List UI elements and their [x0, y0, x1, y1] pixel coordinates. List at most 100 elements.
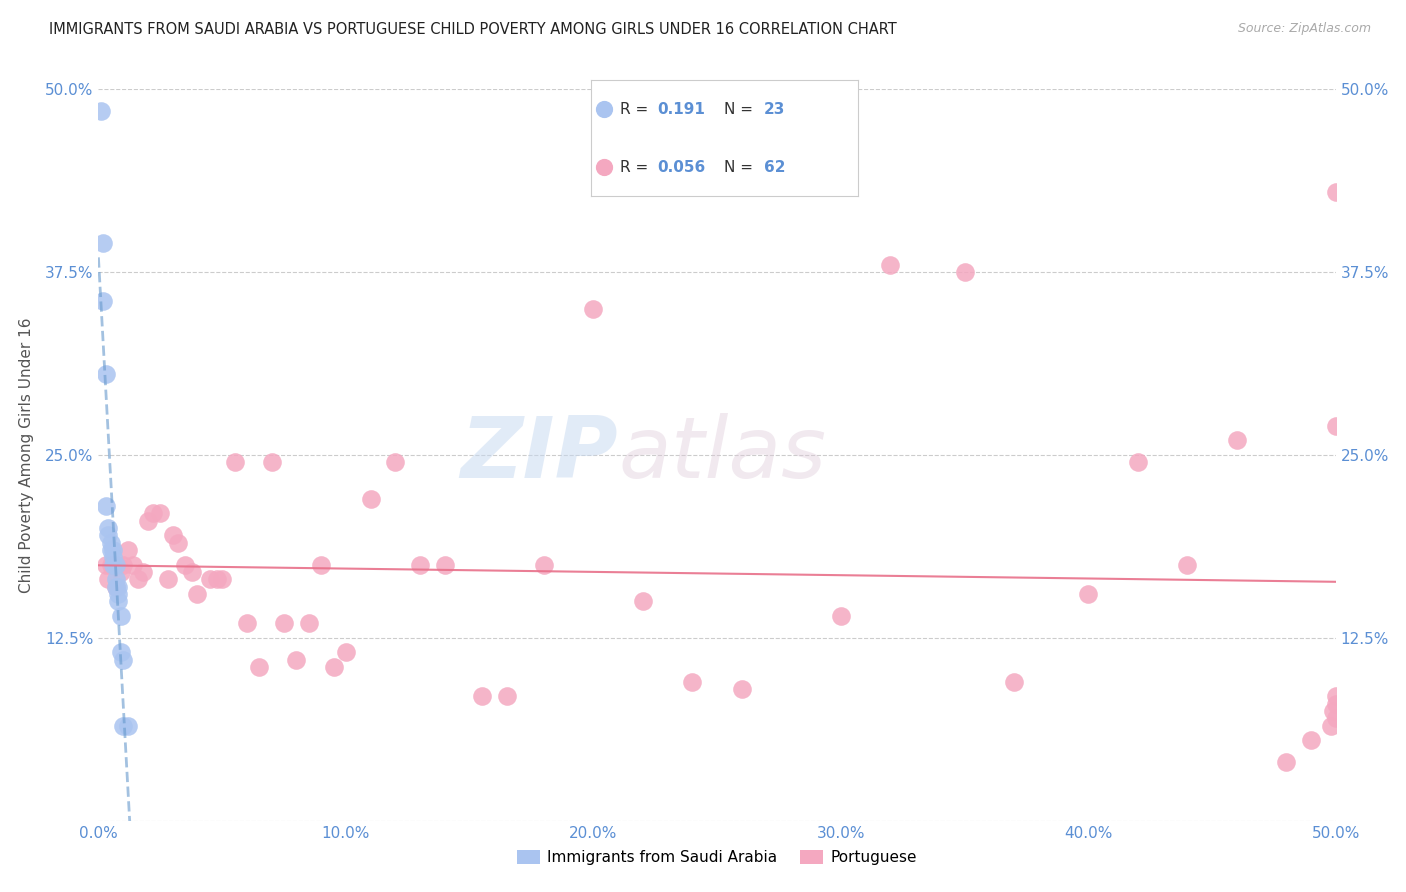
- Text: atlas: atlas: [619, 413, 827, 497]
- Point: [631, 594, 654, 608]
- Text: 23: 23: [765, 102, 786, 117]
- Point: [593, 161, 616, 175]
- Point: [298, 616, 321, 631]
- Point: [103, 543, 125, 558]
- Point: [309, 558, 332, 572]
- Point: [117, 718, 139, 732]
- Point: [879, 258, 901, 272]
- Point: [433, 558, 456, 572]
- Point: [224, 455, 246, 469]
- Point: [471, 690, 494, 704]
- Text: ZIP: ZIP: [460, 413, 619, 497]
- Point: [335, 645, 357, 659]
- Text: 62: 62: [765, 160, 786, 175]
- Point: [1324, 185, 1347, 199]
- Point: [94, 368, 117, 382]
- Point: [830, 608, 852, 623]
- Point: [1126, 455, 1149, 469]
- Legend: Immigrants from Saudi Arabia, Portuguese: Immigrants from Saudi Arabia, Portuguese: [510, 844, 924, 871]
- Point: [97, 572, 120, 586]
- Point: [495, 690, 517, 704]
- Text: 0.056: 0.056: [657, 160, 706, 175]
- Point: [186, 587, 208, 601]
- Point: [93, 235, 115, 250]
- Point: [1002, 674, 1025, 689]
- Point: [122, 558, 145, 572]
- Point: [162, 528, 184, 542]
- Point: [103, 550, 125, 565]
- Point: [1175, 558, 1198, 572]
- Point: [107, 594, 129, 608]
- Point: [103, 558, 125, 572]
- Point: [1077, 587, 1099, 601]
- Point: [97, 521, 120, 535]
- Point: [247, 660, 270, 674]
- Point: [260, 455, 283, 469]
- Point: [107, 587, 129, 601]
- Point: [1324, 690, 1347, 704]
- Point: [90, 104, 112, 119]
- Point: [285, 653, 308, 667]
- Point: [112, 718, 135, 732]
- Point: [100, 558, 122, 572]
- Text: N =: N =: [724, 160, 754, 175]
- Point: [104, 580, 127, 594]
- Point: [112, 653, 135, 667]
- Point: [136, 514, 159, 528]
- Point: [104, 558, 127, 572]
- Text: R =: R =: [620, 160, 648, 175]
- Point: [94, 499, 117, 513]
- Point: [593, 102, 616, 116]
- Text: IMMIGRANTS FROM SAUDI ARABIA VS PORTUGUESE CHILD POVERTY AMONG GIRLS UNDER 16 CO: IMMIGRANTS FROM SAUDI ARABIA VS PORTUGUE…: [49, 22, 897, 37]
- Point: [104, 580, 127, 594]
- Point: [117, 543, 139, 558]
- Point: [110, 608, 132, 623]
- Point: [103, 558, 125, 572]
- Point: [100, 535, 122, 549]
- Point: [181, 565, 204, 579]
- Point: [1226, 434, 1249, 448]
- Point: [110, 565, 132, 579]
- Point: [174, 558, 197, 572]
- Point: [409, 558, 432, 572]
- Point: [93, 294, 115, 309]
- Text: 0.191: 0.191: [657, 102, 706, 117]
- Point: [142, 507, 165, 521]
- Point: [156, 572, 179, 586]
- Point: [107, 558, 129, 572]
- Y-axis label: Child Poverty Among Girls Under 16: Child Poverty Among Girls Under 16: [18, 318, 34, 592]
- Point: [384, 455, 406, 469]
- Point: [211, 572, 233, 586]
- Point: [582, 301, 605, 316]
- Point: [149, 507, 172, 521]
- Point: [110, 645, 132, 659]
- Point: [322, 660, 344, 674]
- Text: N =: N =: [724, 102, 754, 117]
- Point: [953, 265, 976, 279]
- Text: R =: R =: [620, 102, 648, 117]
- Point: [1299, 733, 1322, 747]
- Point: [1322, 704, 1344, 718]
- Point: [1324, 711, 1347, 725]
- Point: [97, 528, 120, 542]
- Point: [533, 558, 555, 572]
- Point: [1275, 755, 1298, 769]
- Point: [273, 616, 295, 631]
- Point: [731, 681, 754, 696]
- Point: [1319, 718, 1341, 732]
- Point: [94, 558, 117, 572]
- Point: [127, 572, 149, 586]
- Point: [166, 535, 188, 549]
- Point: [100, 543, 122, 558]
- Point: [236, 616, 259, 631]
- Point: [198, 572, 221, 586]
- Point: [205, 572, 228, 586]
- Point: [681, 674, 703, 689]
- Point: [132, 565, 155, 579]
- Point: [1324, 418, 1347, 433]
- Point: [104, 572, 127, 586]
- Text: Source: ZipAtlas.com: Source: ZipAtlas.com: [1237, 22, 1371, 36]
- Point: [112, 558, 135, 572]
- Point: [360, 491, 382, 506]
- Point: [1324, 697, 1347, 711]
